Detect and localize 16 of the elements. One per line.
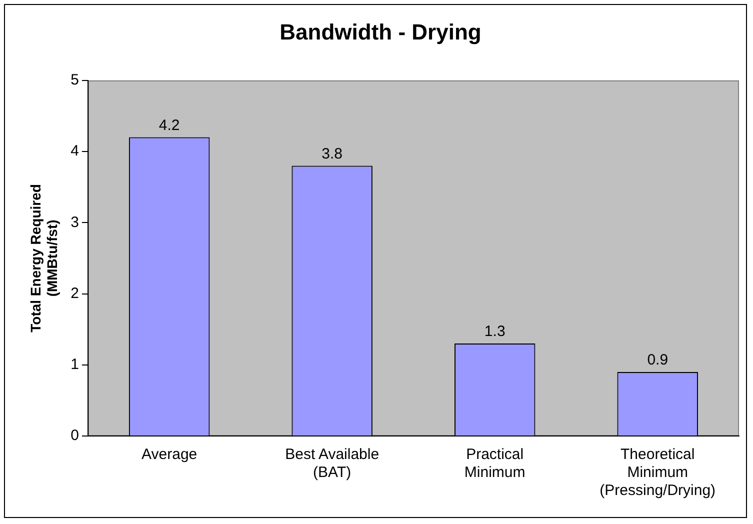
y-tick-label: 0 xyxy=(70,427,79,444)
x-tick-label: Theoretical Minimum (Pressing/Drying) xyxy=(600,446,716,500)
y-tick-label: 1 xyxy=(70,356,79,374)
y-axis-title: Total Energy Required (MMBtu/fst) xyxy=(27,184,60,332)
data-label: 3.8 xyxy=(322,145,343,162)
data-label: 4.2 xyxy=(158,116,180,134)
data-label: 0.9 xyxy=(647,352,668,369)
y-tick-label: 4 xyxy=(70,142,79,160)
chart-title: Bandwidth - Drying xyxy=(280,19,482,44)
x-tick-label: Average xyxy=(142,446,198,464)
y-tick-label: 2 xyxy=(70,284,79,302)
data-label: 1.3 xyxy=(484,323,506,340)
y-tick-label: 5 xyxy=(70,72,79,89)
y-tick-label: 3 xyxy=(70,214,79,231)
x-tick-label: Best Available (BAT) xyxy=(285,446,380,482)
x-tick-label: Practical Minimum xyxy=(464,446,526,482)
